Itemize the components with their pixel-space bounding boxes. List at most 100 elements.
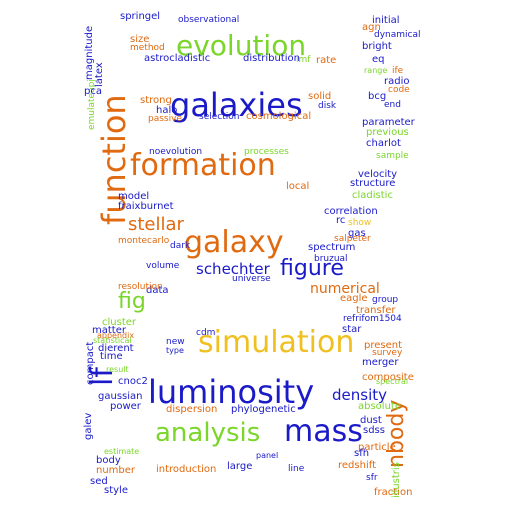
cloud-word: charlot: [366, 138, 401, 149]
cloud-word: data: [146, 285, 169, 296]
cloud-word: springel: [120, 11, 161, 22]
cloud-word: salpeter: [334, 234, 371, 244]
cloud-word: type: [166, 346, 184, 355]
cloud-word: cnoc2: [118, 376, 148, 387]
cloud-word: velocity: [358, 169, 398, 180]
cloud-word: schechter: [196, 260, 270, 278]
cloud-word: range: [364, 66, 388, 75]
cloud-word: bcg: [368, 91, 387, 102]
cloud-word: analysis: [155, 418, 261, 448]
cloud-word: style: [104, 485, 128, 496]
cloud-word: fig: [118, 289, 146, 314]
cloud-word: distribution: [243, 53, 300, 64]
cloud-word: cosmological: [246, 111, 312, 122]
cloud-word: code: [388, 85, 410, 95]
cloud-word: particle: [358, 442, 396, 453]
cloud-word: luminosity: [148, 373, 315, 411]
cloud-word: volume: [146, 261, 180, 271]
cloud-word: bruzual: [314, 254, 348, 264]
cloud-word: merger: [362, 357, 399, 368]
cloud-word: absolute: [358, 401, 401, 412]
cloud-word: density: [332, 386, 387, 404]
cloud-word: sdss: [363, 425, 385, 436]
cloud-word: numerical: [310, 281, 380, 297]
cloud-word: sfr: [366, 473, 378, 483]
cloud-word: appendix: [97, 331, 135, 340]
cloud-word: imf: [296, 55, 311, 65]
cloud-word: redshift: [338, 460, 376, 471]
cloud-word: formation: [130, 148, 276, 183]
cloud-word: size: [130, 34, 150, 45]
cloud-word: dark: [170, 241, 191, 251]
cloud-word: cdm: [196, 328, 216, 338]
cloud-word: galev: [83, 412, 94, 440]
cloud-word: fraixburnet: [118, 201, 174, 212]
cloud-word: radio: [384, 76, 410, 87]
cloud-word: sed: [90, 476, 108, 487]
cloud-word: dust: [360, 415, 382, 426]
cloud-word: large: [227, 461, 253, 472]
cloud-word: halo: [156, 105, 178, 116]
cloud-word: disk: [318, 101, 337, 111]
cloud-word: bright: [362, 41, 392, 52]
cloud-word: solid: [308, 91, 332, 102]
cloud-word: estimate: [104, 447, 140, 456]
cloud-word: rate: [316, 55, 337, 66]
cloud-word: transfer: [356, 305, 396, 316]
cloud-word: introduction: [156, 464, 217, 475]
cloud-word: matter: [92, 325, 126, 336]
cloud-word: line: [288, 464, 305, 474]
cloud-word: noevolution: [149, 147, 203, 157]
cloud-word: rc: [336, 215, 346, 226]
cloud-word: result: [106, 365, 129, 374]
cloud-word: present: [364, 340, 403, 351]
cloud-word: previous: [366, 127, 409, 138]
cloud-word: sfh: [354, 448, 370, 459]
cloud-word: power: [110, 401, 141, 412]
cloud-word: galaxies: [170, 86, 303, 124]
cloud-word: correlation: [324, 206, 378, 217]
cloud-word: galaxy: [184, 225, 284, 260]
cloud-word: cladistic: [352, 190, 393, 201]
cloud-word: number: [96, 465, 136, 476]
cloud-word: refrifom1504: [343, 314, 402, 324]
cloud-word: panel: [256, 451, 279, 460]
cloud-word: spectrum: [308, 242, 356, 253]
cloud-word: latex: [94, 62, 105, 87]
cloud-word: ife: [392, 66, 404, 76]
cloud-word: universe: [232, 274, 271, 284]
cloud-word: dispersion: [166, 404, 218, 415]
cloud-word: initial: [372, 15, 400, 26]
cloud-word: fraction: [374, 487, 413, 498]
cloud-word: model: [118, 191, 150, 202]
cloud-word: sample: [376, 151, 409, 161]
cloud-word: structure: [350, 178, 396, 189]
cloud-word: new: [166, 337, 185, 347]
cloud-word: phylogenetic: [231, 404, 296, 415]
cloud-word: strong: [140, 95, 172, 106]
cloud-word: gas: [348, 228, 366, 239]
cloud-word: survey: [372, 348, 403, 358]
cloud-word: dynamical: [374, 30, 421, 40]
cloud-word: method: [130, 43, 165, 53]
cloud-word: eagle: [340, 293, 368, 304]
cloud-word: group: [372, 295, 399, 305]
cloud-word: dierent: [98, 343, 134, 354]
cloud-word: figure: [280, 256, 344, 281]
cloud-word: body: [96, 455, 121, 466]
cloud-word: agn: [362, 22, 381, 33]
cloud-word: observational: [178, 15, 240, 25]
cloud-word: eq: [372, 54, 385, 65]
cloud-word: illustris: [391, 462, 402, 498]
cloud-word: parameter: [362, 117, 415, 128]
cloud-word: show: [348, 218, 372, 228]
cloud-word: gaussian: [98, 391, 143, 402]
cloud-word: selection: [199, 112, 240, 122]
cloud-word: astrocladistic: [144, 53, 211, 64]
cloud-word: evolution: [176, 29, 307, 62]
cloud-word: stellar: [128, 214, 184, 235]
cloud-word: passive: [148, 114, 182, 124]
cloud-word: resolution: [118, 282, 163, 292]
cloud-word: mass: [284, 414, 363, 449]
